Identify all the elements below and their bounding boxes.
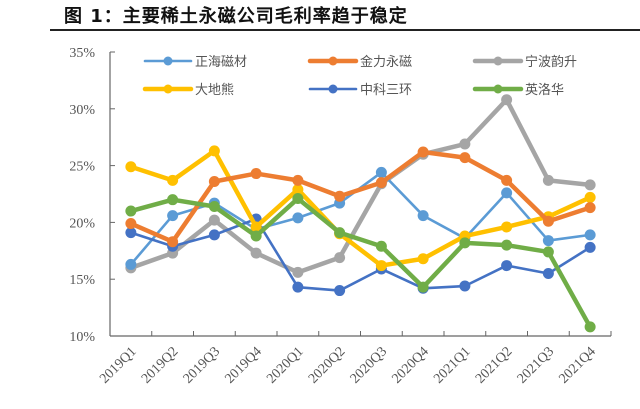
- legend-label: 英洛华: [525, 83, 564, 98]
- data-point: [292, 183, 304, 195]
- data-point: [542, 174, 554, 186]
- data-point: [125, 258, 137, 270]
- x-tick-label: 2021Q4: [556, 344, 599, 387]
- legend-label: 中科三环: [360, 83, 412, 98]
- data-point: [292, 174, 304, 186]
- data-point: [167, 194, 179, 206]
- data-point: [459, 152, 471, 164]
- data-point: [584, 229, 596, 241]
- legend-label: 大地熊: [195, 82, 234, 98]
- data-point: [250, 221, 262, 233]
- legend-label: 正海磁材: [195, 55, 247, 70]
- data-point: [250, 247, 262, 259]
- data-point: [584, 241, 596, 253]
- data-point: [584, 179, 596, 191]
- y-tick-label: 35%: [69, 46, 95, 61]
- legend-item: 中科三环: [308, 83, 412, 98]
- x-tick-label: 2020Q3: [348, 344, 391, 387]
- data-point: [501, 221, 513, 233]
- data-point: [208, 200, 220, 212]
- data-point: [292, 193, 304, 205]
- data-point: [459, 237, 471, 249]
- x-tick-label: 2019Q1: [97, 344, 140, 387]
- data-point: [542, 268, 554, 280]
- series-line: [125, 213, 596, 297]
- y-tick-label: 15%: [69, 273, 95, 288]
- data-point: [292, 266, 304, 278]
- data-point: [125, 205, 137, 217]
- data-point: [501, 260, 513, 272]
- data-point: [292, 281, 304, 293]
- data-point: [584, 191, 596, 203]
- data-point: [501, 239, 513, 251]
- data-point: [250, 230, 262, 242]
- y-tick-label: 20%: [69, 216, 95, 231]
- data-point: [167, 210, 179, 222]
- data-point: [334, 190, 346, 202]
- x-tick-label: 2019Q4: [222, 344, 265, 387]
- data-point: [417, 210, 429, 222]
- data-point: [125, 227, 137, 239]
- data-point: [542, 246, 554, 258]
- data-point: [250, 168, 262, 180]
- legend-label: 金力永磁: [360, 54, 412, 70]
- data-point: [417, 281, 429, 293]
- title-rule: [50, 29, 640, 31]
- data-point: [208, 214, 220, 226]
- data-point: [542, 235, 554, 247]
- data-point: [208, 229, 220, 241]
- legend-item: 大地熊: [142, 82, 234, 98]
- y-tick-label: 10%: [69, 330, 95, 345]
- data-point: [501, 94, 513, 106]
- x-tick-label: 2020Q2: [306, 344, 349, 387]
- data-point: [459, 138, 471, 150]
- legend-label: 宁波韵升: [525, 54, 577, 70]
- data-point: [584, 321, 596, 333]
- x-tick-label: 2020Q4: [389, 344, 432, 387]
- series-line: [125, 146, 596, 248]
- data-point: [334, 227, 346, 239]
- chart-series: [125, 94, 596, 333]
- legend-item: 金力永磁: [307, 54, 412, 70]
- data-point: [459, 280, 471, 292]
- data-point: [375, 166, 387, 178]
- data-point: [334, 252, 346, 264]
- data-point: [375, 240, 387, 252]
- figure-title: 图 1：主要稀土永磁公司毛利率趋于稳定: [64, 6, 408, 27]
- data-point: [167, 236, 179, 248]
- x-tick-label: 2021Q3: [515, 344, 558, 387]
- x-tick-label: 2021Q2: [473, 344, 516, 387]
- x-tick-label: 2021Q1: [431, 344, 474, 387]
- data-point: [417, 253, 429, 265]
- legend-item: 英洛华: [472, 83, 564, 98]
- data-point: [417, 146, 429, 158]
- data-point: [125, 161, 137, 173]
- x-tick-label: 2019Q2: [139, 344, 182, 387]
- data-point: [167, 174, 179, 186]
- data-point: [334, 285, 346, 297]
- series-line: [125, 193, 596, 333]
- data-point: [501, 187, 513, 199]
- data-point: [292, 212, 304, 224]
- legend-item: 宁波韵升: [472, 54, 577, 70]
- data-point: [125, 218, 137, 230]
- data-point: [208, 176, 220, 188]
- data-point: [375, 177, 387, 189]
- data-point: [584, 202, 596, 214]
- data-point: [375, 260, 387, 272]
- legend-item: 正海磁材: [143, 55, 247, 70]
- data-point: [208, 145, 220, 157]
- y-tick-label: 30%: [69, 103, 95, 118]
- y-tick-label: 25%: [69, 160, 95, 175]
- x-tick-label: 2020Q1: [264, 344, 307, 387]
- data-point: [501, 174, 513, 186]
- data-point: [542, 215, 554, 227]
- x-tick-label: 2019Q3: [181, 344, 224, 387]
